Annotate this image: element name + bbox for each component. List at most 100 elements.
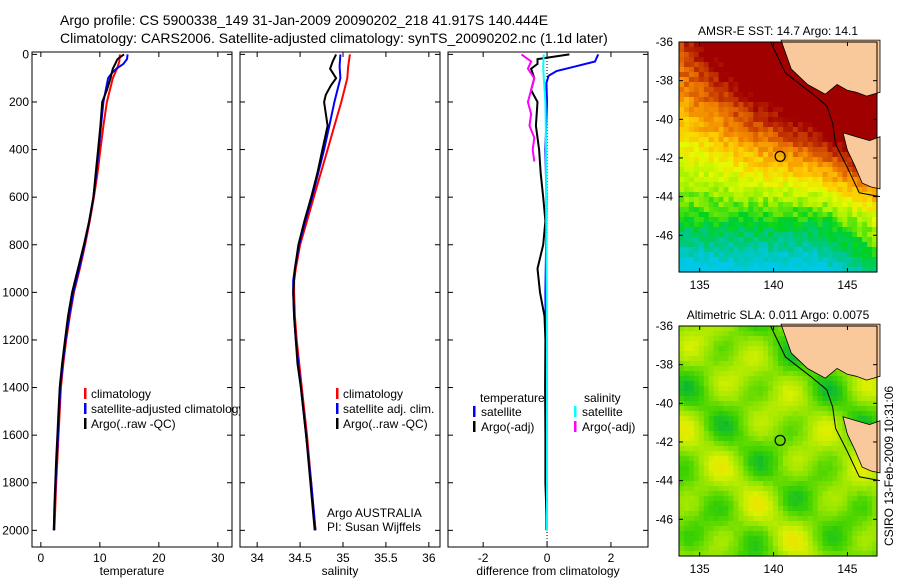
map-cell xyxy=(753,461,759,467)
map-cell xyxy=(778,486,784,492)
map-cell xyxy=(743,132,749,138)
map-cell xyxy=(773,406,779,412)
map-cell xyxy=(778,481,784,487)
map-cell xyxy=(723,137,729,143)
map-cell xyxy=(802,237,809,243)
map-cell xyxy=(703,62,710,68)
map-cell xyxy=(847,451,853,457)
map-cell xyxy=(847,536,853,542)
map-cell xyxy=(787,471,794,477)
map-cell xyxy=(822,247,828,253)
map-cell xyxy=(728,182,734,188)
map-cell xyxy=(768,371,774,377)
map-cell xyxy=(792,551,799,557)
map-cell xyxy=(872,127,878,133)
map-cell xyxy=(743,366,749,372)
map-cell xyxy=(693,242,700,248)
map-cell xyxy=(768,257,774,263)
map-cell xyxy=(733,97,739,103)
map-cell xyxy=(822,531,828,537)
map-cell xyxy=(787,97,794,103)
map-cell xyxy=(684,222,690,228)
map-cell xyxy=(857,386,863,392)
map-cell xyxy=(812,202,819,208)
map-cell xyxy=(827,406,833,412)
map-cell xyxy=(802,416,809,422)
map-cell xyxy=(688,401,695,407)
map-cell xyxy=(688,371,695,377)
map-cell xyxy=(778,182,784,188)
map-cell xyxy=(792,446,799,452)
map-cell xyxy=(787,551,794,557)
map-cell xyxy=(723,351,729,357)
map-cell xyxy=(783,386,789,392)
map-cell xyxy=(743,336,749,342)
map-cell xyxy=(748,192,754,198)
map-cell xyxy=(743,252,749,258)
map-cell xyxy=(723,197,729,203)
map-cell xyxy=(872,92,878,98)
map-cell xyxy=(787,401,794,407)
x-tick-label: 34.5 xyxy=(288,551,312,565)
map-cell xyxy=(728,187,734,193)
map-cell xyxy=(733,551,739,557)
map-cell xyxy=(679,366,685,372)
map-cell xyxy=(763,386,769,392)
map-cell xyxy=(718,42,725,48)
map-cell xyxy=(852,416,858,422)
map-cell xyxy=(753,391,759,397)
map-cell xyxy=(872,491,878,497)
map-cell xyxy=(738,102,744,108)
map-cell xyxy=(783,551,789,557)
map-cell xyxy=(778,401,784,407)
map-cell xyxy=(728,541,734,547)
map-cell xyxy=(753,202,759,208)
map-cell xyxy=(768,361,774,367)
map-cell xyxy=(837,132,843,138)
map-cell xyxy=(679,142,685,148)
map-cell xyxy=(842,217,848,223)
map-cell xyxy=(852,396,858,402)
map-cell xyxy=(743,516,749,522)
map-cell xyxy=(832,112,838,118)
map-cell xyxy=(708,401,715,407)
map-cell xyxy=(773,52,779,58)
map-cell xyxy=(807,541,814,547)
map-cell xyxy=(817,242,824,248)
map-cell xyxy=(728,202,734,208)
map-cell xyxy=(753,511,759,517)
map-cell xyxy=(723,182,729,188)
map-cell xyxy=(768,446,774,452)
map-cell xyxy=(738,212,744,218)
map-cell xyxy=(738,386,744,392)
map-cell xyxy=(852,376,858,382)
map-cell xyxy=(842,386,848,392)
map-cell xyxy=(738,421,744,427)
map-cell xyxy=(812,217,819,223)
map-cell xyxy=(758,331,764,337)
map-cell xyxy=(802,426,809,432)
map-cell xyxy=(708,137,715,143)
map-cell xyxy=(817,476,824,482)
map-cell xyxy=(688,406,695,412)
map-cell xyxy=(862,267,868,273)
map-cell xyxy=(763,431,769,437)
map-cell xyxy=(822,97,828,103)
map-cell xyxy=(679,341,685,347)
map-cell xyxy=(753,406,759,412)
map-cell xyxy=(733,212,739,218)
map-cell xyxy=(852,132,858,138)
map-cell xyxy=(723,376,729,382)
map-cell xyxy=(778,57,784,63)
map-cell xyxy=(693,361,700,367)
map-cell xyxy=(703,107,710,113)
legend-swatch xyxy=(84,403,87,414)
map-cell xyxy=(733,341,739,347)
map-cell xyxy=(827,526,833,532)
y-tick-label: 400 xyxy=(9,143,29,157)
map-cell xyxy=(718,521,725,527)
map-cell xyxy=(792,386,799,392)
map-cell xyxy=(872,257,878,263)
map-cell xyxy=(807,252,814,258)
map-cell xyxy=(763,87,769,93)
